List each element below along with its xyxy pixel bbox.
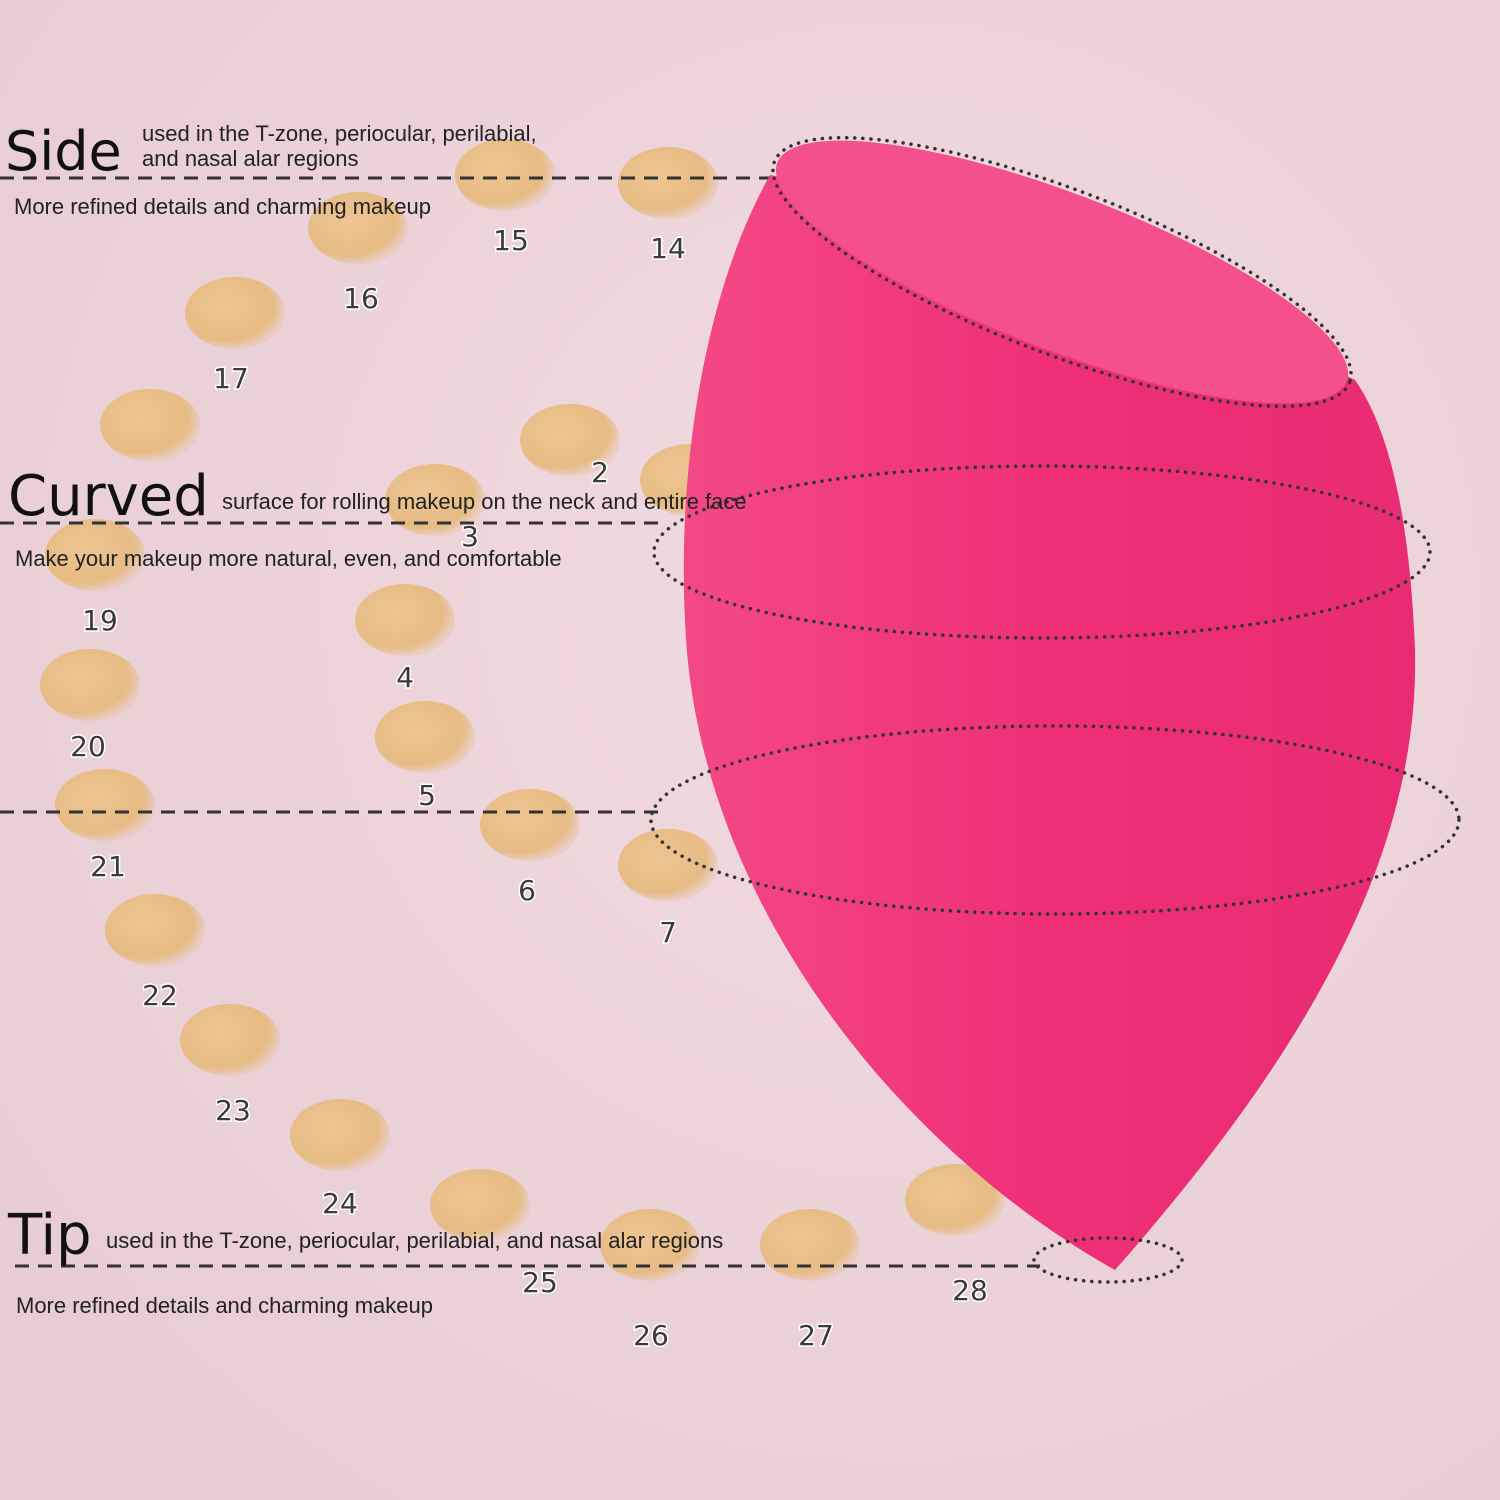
swatch-number: 16 [343, 282, 379, 315]
foundation-swatch [385, 464, 485, 536]
swatch-number: 21 [90, 850, 126, 883]
swatch-number: 19 [82, 604, 118, 637]
foundation-swatch [308, 192, 408, 264]
foundation-swatch [760, 1209, 860, 1281]
foundation-swatch [355, 584, 455, 656]
foundation-swatch [290, 1099, 390, 1171]
swatch-number: 4 [396, 661, 414, 694]
tip-subtitle: More refined details and charming makeup [16, 1293, 433, 1318]
foundation-swatch [375, 701, 475, 773]
swatch-number: 15 [493, 224, 529, 257]
foundation-swatch [180, 1004, 280, 1076]
swatch-number: 20 [70, 730, 106, 763]
foundation-swatch [430, 1169, 530, 1241]
makeup-sponge [683, 175, 1416, 1270]
swatch-number: 22 [142, 979, 178, 1012]
curved-title: Curved [8, 464, 209, 529]
swatch-number: 3 [461, 520, 479, 553]
foundation-swatch [55, 769, 155, 841]
foundation-swatch [618, 147, 718, 219]
curved-subtitle: Make your makeup more natural, even, and… [15, 546, 562, 571]
tip-title: Tip [7, 1203, 92, 1268]
swatch-number: 26 [633, 1319, 669, 1352]
foundation-swatch [105, 894, 205, 966]
foundation-swatch [600, 1209, 700, 1281]
swatch-number: 23 [215, 1094, 251, 1127]
swatch-number: 25 [522, 1266, 558, 1299]
foundation-swatch [520, 404, 620, 476]
swatch-number: 24 [322, 1187, 358, 1220]
foundation-swatch [40, 649, 140, 721]
swatch-number: 5 [418, 779, 436, 812]
foundation-swatch [100, 389, 200, 461]
tip-description: used in the T-zone, periocular, perilabi… [106, 1228, 723, 1253]
side-description-line1: used in the T-zone, periocular, perilabi… [142, 121, 537, 146]
foundation-swatch [185, 277, 285, 349]
swatch-number: 7 [659, 916, 677, 949]
side-zone-outline [771, 135, 1353, 409]
side-title: Side [5, 120, 122, 183]
side-description-line2: and nasal alar regions [142, 146, 358, 171]
foundation-swatch [480, 789, 580, 861]
curved-zone-outline-lower [649, 724, 1461, 916]
swatch-number: 17 [213, 362, 249, 395]
swatch-number: 14 [650, 232, 686, 265]
foundation-swatch [905, 1164, 1005, 1236]
side-subtitle: More refined details and charming makeup [14, 194, 431, 219]
sponge-cut-face [775, 140, 1349, 404]
foundation-swatch [618, 829, 718, 901]
curved-description: surface for rolling makeup on the neck a… [222, 489, 747, 514]
swatch-number: 28 [952, 1274, 988, 1307]
swatch-number: 2 [591, 456, 609, 489]
tip-zone-outline [1032, 1236, 1184, 1284]
foundation-swatch [45, 519, 145, 591]
curved-zone-outline [652, 464, 1432, 640]
swatch-number: 27 [798, 1319, 834, 1352]
foundation-swatch [455, 139, 555, 211]
swatch-number: 6 [518, 874, 536, 907]
